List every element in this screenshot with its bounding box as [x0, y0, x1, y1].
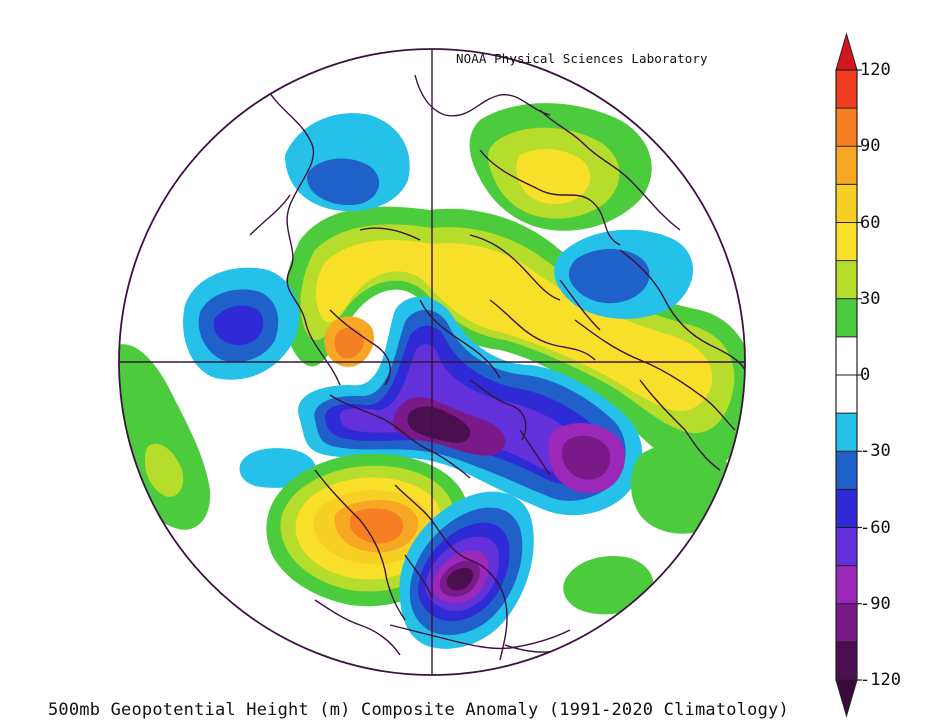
colorbar-bin	[836, 108, 857, 147]
colorbar-tick-label: 30	[860, 288, 881, 309]
anomaly-field	[119, 49, 745, 675]
colorbar-bin	[836, 527, 857, 566]
colorbar-tick-label: -90	[860, 593, 891, 614]
colorbar-bin	[836, 184, 857, 223]
colorbar-tick-label: -120	[860, 670, 901, 690]
eastern-low	[399, 491, 534, 649]
map-caption: 500mb Geopotential Height (m) Composite …	[48, 700, 789, 720]
colorbar-bin	[836, 565, 857, 604]
colorbar-bin	[836, 603, 857, 642]
colorbar-bin	[836, 222, 857, 261]
colorbar-bin	[836, 298, 857, 337]
colorbar-bin	[836, 336, 857, 375]
colorbar-bin	[836, 489, 857, 528]
siberia-yellow	[516, 148, 591, 205]
colorbar-tick-label: -30	[860, 441, 891, 462]
colorbar-bin	[836, 260, 857, 299]
colorbar-bin	[836, 375, 857, 414]
colorbar-bin	[836, 146, 857, 185]
colorbar-tick-label: 60	[860, 212, 881, 233]
colorbar-tick-label: -60	[860, 517, 891, 538]
colorbar-tick-label: 90	[860, 136, 881, 157]
colorbar-bin	[836, 413, 857, 452]
colorbar-bin	[836, 70, 857, 109]
colorbar-over-arrow	[835, 32, 858, 71]
positive-anomaly-ring	[283, 206, 745, 472]
credit-text: NOAA Physical Sciences Laboratory	[456, 51, 708, 66]
colorbar-bin	[836, 451, 857, 490]
colorbar-bin	[836, 641, 857, 680]
colorbar-tick-label: 0	[860, 365, 871, 385]
colorbar-svg	[835, 32, 862, 718]
boundary-lines	[249, 74, 745, 661]
colorbar-under-arrow	[835, 679, 858, 718]
map-outline	[118, 48, 746, 676]
colorbar-tick-label: 120	[860, 60, 891, 80]
colorbar	[828, 28, 934, 718]
